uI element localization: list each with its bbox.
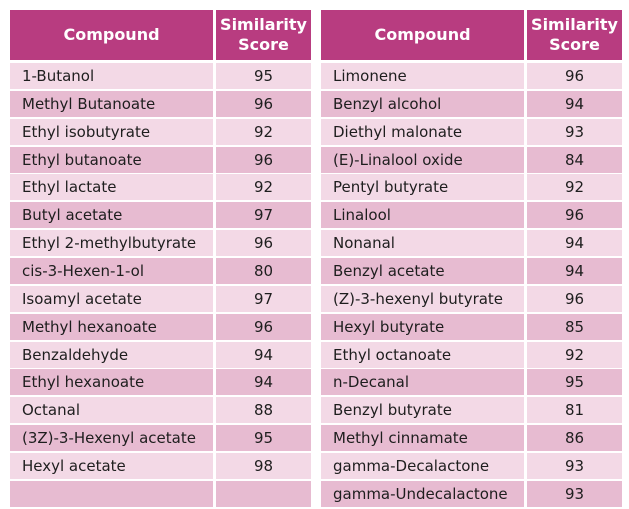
score-cell: 95 bbox=[216, 63, 311, 89]
compound-cell: Methyl hexanoate bbox=[10, 313, 213, 340]
score-cell: 92 bbox=[216, 174, 311, 201]
score-cell: 80 bbox=[216, 257, 311, 284]
score-cell: 94 bbox=[527, 90, 622, 117]
score-cell: 96 bbox=[527, 202, 622, 229]
score-cell: 96 bbox=[216, 230, 311, 257]
header-cell: Compound bbox=[321, 10, 524, 60]
compound-cell: (3Z)-3-Hexenyl acetate bbox=[10, 425, 213, 452]
score-cell: 94 bbox=[527, 257, 622, 284]
compound-cell: Methyl cinnamate bbox=[321, 425, 524, 452]
compound-cell: Ethyl isobutyrate bbox=[10, 118, 213, 145]
compound-cell: Ethyl octanoate bbox=[321, 341, 524, 368]
header-cell: Similarity Score bbox=[527, 10, 622, 60]
compound-cell: (Z)-3-hexenyl butyrate bbox=[321, 285, 524, 312]
compound-cell: gamma-Undecalactone bbox=[321, 480, 524, 507]
compound-cell: Benzyl butyrate bbox=[321, 397, 524, 424]
score-cell: 97 bbox=[216, 285, 311, 312]
score-cell: 92 bbox=[527, 341, 622, 368]
score-cell: 98 bbox=[216, 452, 311, 479]
compound-cell: Ethyl lactate bbox=[10, 174, 213, 201]
compound-cell: Isoamyl acetate bbox=[10, 285, 213, 312]
compound-cell: Ethyl 2-methylbutyrate bbox=[10, 230, 213, 257]
compound-cell: Nonanal bbox=[321, 230, 524, 257]
header-cell: Compound bbox=[10, 10, 213, 60]
compound-cell: Benzaldehyde bbox=[10, 341, 213, 368]
score-cell: 84 bbox=[527, 146, 622, 173]
compound-cell: Ethyl butanoate bbox=[10, 146, 213, 173]
compound-cell: Linalool bbox=[321, 202, 524, 229]
score-cell: 94 bbox=[527, 230, 622, 257]
score-cell: 88 bbox=[216, 397, 311, 424]
compound-cell: Diethyl malonate bbox=[321, 118, 524, 145]
score-cell: 92 bbox=[527, 174, 622, 201]
score-cell: 94 bbox=[216, 369, 311, 396]
compound-cell: Butyl acetate bbox=[10, 202, 213, 229]
compound-cell: gamma-Decalactone bbox=[321, 452, 524, 479]
score-cell: 93 bbox=[527, 480, 622, 507]
score-cell: 97 bbox=[216, 202, 311, 229]
compound-cell: Ethyl hexanoate bbox=[10, 369, 213, 396]
score-cell: 96 bbox=[527, 63, 622, 89]
score-cell bbox=[216, 480, 311, 507]
score-cell: 86 bbox=[527, 425, 622, 452]
compound-cell: Limonene bbox=[321, 63, 524, 89]
compound-cell: Benzyl acetate bbox=[321, 257, 524, 284]
compound-cell bbox=[10, 480, 213, 507]
compound-cell: Hexyl acetate bbox=[10, 452, 213, 479]
score-cell: 92 bbox=[216, 118, 311, 145]
compound-cell: cis-3-Hexen-1-ol bbox=[10, 257, 213, 284]
compound-cell: (E)-Linalool oxide bbox=[321, 146, 524, 173]
score-cell: 93 bbox=[527, 452, 622, 479]
compound-cell: Methyl Butanoate bbox=[10, 90, 213, 117]
score-cell: 85 bbox=[527, 313, 622, 340]
header-cell: Similarity Score bbox=[216, 10, 311, 60]
score-cell: 96 bbox=[527, 285, 622, 312]
score-cell: 96 bbox=[216, 313, 311, 340]
score-cell: 93 bbox=[527, 118, 622, 145]
score-cell: 96 bbox=[216, 146, 311, 173]
compound-cell: Octanal bbox=[10, 397, 213, 424]
compound-cell: Hexyl butyrate bbox=[321, 313, 524, 340]
score-cell: 95 bbox=[527, 369, 622, 396]
score-cell: 95 bbox=[216, 425, 311, 452]
score-cell: 81 bbox=[527, 397, 622, 424]
compound-cell: n-Decanal bbox=[321, 369, 524, 396]
compound-cell: Pentyl butyrate bbox=[321, 174, 524, 201]
compound-cell: Benzyl alcohol bbox=[321, 90, 524, 117]
score-cell: 96 bbox=[216, 90, 311, 117]
compound-cell: 1-Butanol bbox=[10, 63, 213, 89]
score-cell: 94 bbox=[216, 341, 311, 368]
